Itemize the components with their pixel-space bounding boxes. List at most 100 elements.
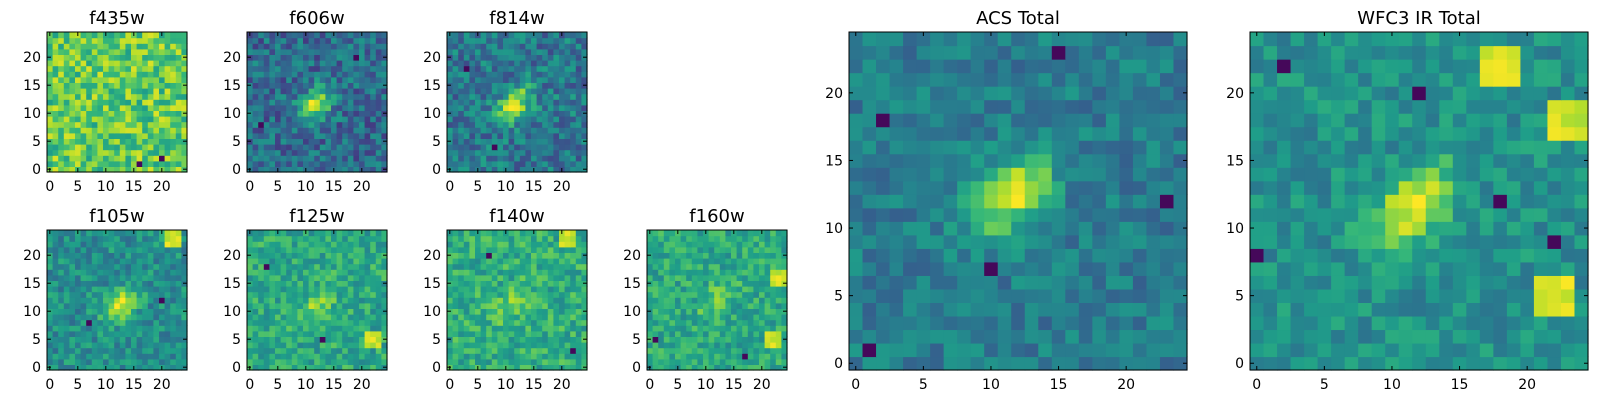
heatmap-cell — [63, 280, 70, 287]
heatmap-cell — [142, 138, 149, 145]
heatmap-cell — [291, 132, 298, 139]
heatmap-cell — [508, 280, 515, 287]
heatmap-cell — [508, 32, 515, 39]
heatmap-cell — [686, 274, 693, 281]
heatmap-cell — [297, 258, 304, 265]
heatmap-cell — [731, 246, 738, 253]
heatmap-cell — [491, 342, 498, 349]
heatmap-cell — [252, 60, 259, 67]
heatmap-cell — [136, 65, 143, 72]
heatmap-cell — [359, 252, 366, 259]
heatmap-cell — [263, 121, 270, 128]
heatmap-cell — [559, 302, 566, 309]
heatmap-cell — [503, 116, 510, 123]
heatmap-cell — [69, 325, 76, 332]
heatmap-cell — [86, 358, 93, 365]
heatmap-cell — [480, 336, 487, 343]
heatmap-cell — [108, 32, 115, 39]
heatmap-cell — [308, 32, 315, 39]
heatmap-cell — [69, 37, 76, 44]
heatmap-cell — [680, 319, 687, 326]
heatmap-cell — [381, 347, 388, 354]
heatmap-cell — [747, 342, 754, 349]
heatmap-cell — [286, 121, 293, 128]
heatmap-cell — [889, 180, 904, 195]
heatmap-cell — [303, 116, 310, 123]
heatmap-cell — [736, 258, 743, 265]
heatmap-cell — [164, 43, 171, 50]
plot-frame — [246, 229, 388, 371]
heatmap-cell — [753, 330, 760, 337]
heatmap-cell — [469, 230, 476, 237]
heatmap-cell — [80, 342, 87, 349]
heatmap-cell — [63, 132, 70, 139]
heatmap-cell — [75, 149, 82, 156]
heatmap-cell — [553, 308, 560, 315]
heatmap-cell — [1105, 288, 1120, 303]
heatmap-cell — [75, 319, 82, 326]
y-tick-label: 15 — [423, 78, 441, 94]
heatmap-cell — [331, 104, 338, 111]
heatmap-cell — [469, 353, 476, 360]
heatmap-cell — [508, 274, 515, 281]
heatmap-cell — [170, 155, 177, 162]
heatmap-cell — [719, 286, 726, 293]
heatmap-cell — [291, 65, 298, 72]
heatmap-cell — [542, 155, 549, 162]
heatmap-cell — [1159, 261, 1175, 276]
heatmap-cell — [497, 291, 504, 298]
heatmap-cell — [1092, 275, 1107, 290]
heatmap-cell — [1092, 207, 1107, 222]
heatmap-cell — [547, 116, 554, 123]
heatmap-cell — [559, 71, 566, 78]
heatmap-cell — [175, 132, 182, 139]
heatmap-cell — [108, 358, 115, 365]
heatmap-cell — [114, 263, 121, 270]
heatmap-cell — [553, 230, 560, 237]
heatmap-cell — [325, 230, 332, 237]
heatmap-cell — [181, 76, 188, 83]
heatmap-cell — [159, 358, 166, 365]
heatmap-cell — [463, 319, 470, 326]
heatmap-cell — [303, 155, 310, 162]
heatmap-cell — [525, 241, 532, 248]
heatmap-cell — [669, 241, 676, 248]
heatmap-cell — [108, 54, 115, 61]
heatmap-cell — [669, 274, 676, 281]
x-tick-label: 20 — [553, 377, 571, 393]
heatmap-cell — [553, 155, 560, 162]
heatmap-cell — [570, 121, 577, 128]
heatmap-cell — [75, 54, 82, 61]
heatmap-cell — [58, 297, 65, 304]
heatmap-cell — [114, 280, 121, 287]
heatmap-cell — [153, 246, 160, 253]
heatmap-cell — [58, 325, 65, 332]
heatmap-cell — [903, 248, 918, 263]
heatmap-cell — [97, 127, 104, 134]
heatmap-cell — [553, 43, 560, 50]
heatmap-cell — [531, 297, 538, 304]
heatmap-cell — [58, 319, 65, 326]
heatmap-cell — [1024, 248, 1039, 263]
heatmap-cell — [364, 65, 371, 72]
heatmap-cell — [731, 347, 738, 354]
heatmap-cell — [325, 48, 332, 55]
heatmap-cell — [52, 314, 59, 321]
heatmap-cell — [80, 280, 87, 287]
heatmap-cell — [125, 230, 132, 237]
heatmap-cell — [252, 246, 259, 253]
heatmap-cell — [475, 127, 482, 134]
heatmap-cell — [164, 144, 171, 151]
heatmap-cell — [1024, 221, 1039, 236]
heatmap-cell — [375, 235, 382, 242]
heatmap-cell — [170, 353, 177, 360]
heatmap-cell — [503, 43, 510, 50]
heatmap-cell — [680, 297, 687, 304]
heatmap-cell — [269, 302, 276, 309]
heatmap-cell — [742, 263, 749, 270]
heatmap-cell — [497, 353, 504, 360]
heatmap-cell — [497, 43, 504, 50]
heatmap-cells — [47, 32, 188, 173]
heatmap-cell — [131, 48, 138, 55]
heatmap-cell — [97, 43, 104, 50]
